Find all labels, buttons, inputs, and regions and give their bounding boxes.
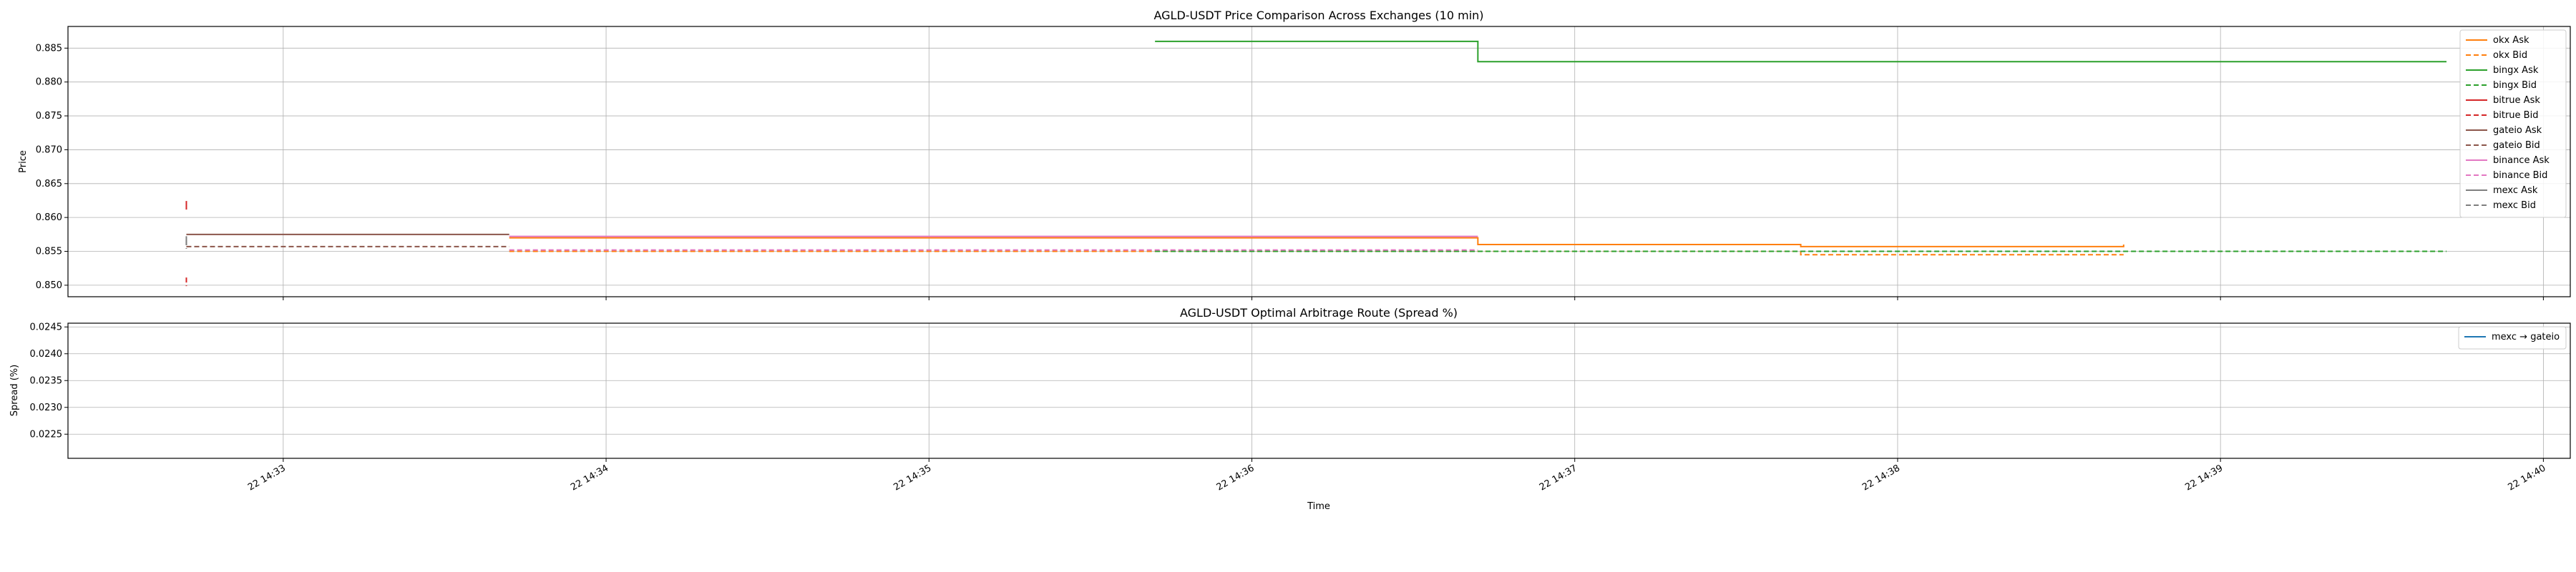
x-tick-label: 22 14:34 [569,463,610,493]
spread-chart-title: AGLD-USDT Optimal Arbitrage Route (Sprea… [1180,306,1458,320]
legend-entry: okx Bid [2493,50,2527,61]
price-chart-title: AGLD-USDT Price Comparison Across Exchan… [1153,9,1483,22]
legend-entry: okx Ask [2493,35,2529,46]
legend-entry: bingx Ask [2493,65,2539,76]
legend-entry: bitrue Ask [2493,95,2540,106]
x-tick-label: 22 14:39 [2183,463,2225,493]
spread-legend: mexc → gateio [2458,326,2567,350]
x-tick-label: 22 14:40 [2507,463,2548,493]
spread-y-ticks: 0.0225 0.0230 0.0235 0.0240 0.0245 [30,322,68,440]
y-tick-label: 0.875 [36,111,62,122]
y-tick-label: 0.0245 [30,322,63,332]
x-tick-label: 22 14:38 [1860,463,1902,493]
price-series [185,40,2447,287]
price-legend: okx Ask okx Bid bingx Ask bingx Bid bitrue A… [2459,29,2567,218]
legend-entry: mexc Bid [2493,200,2536,211]
x-tick-label: 22 14:33 [246,463,288,493]
y-tick-label: 0.865 [36,179,62,189]
price-plot-frame [67,26,2571,297]
price-panel: AGLD-USDT Price Comparison Across Exchan… [18,9,2571,300]
y-tick-label: 0.855 [36,247,62,257]
legend-entry: binance Ask [2493,155,2550,166]
legend-entry: bingx Bid [2493,80,2537,91]
price-grid [68,26,2570,297]
spread-grid [68,323,2570,458]
y-tick-label: 0.0240 [30,349,63,360]
legend-entry: gateio Ask [2493,125,2542,136]
legend-entry: binance Bid [2493,170,2547,181]
legend-entry: mexc Ask [2493,185,2538,196]
y-tick-label: 0.0225 [30,429,63,440]
legend-box [2459,29,2567,218]
price-y-ticks: 0.850 0.855 0.860 0.865 0.870 0.875 0.880 0.885 [36,43,68,291]
time-x-axis-label: Time [1307,501,1330,512]
y-tick-label: 0.0235 [30,375,63,386]
x-tick-label: 22 14:35 [892,463,933,493]
y-tick-label: 0.880 [36,77,62,88]
spread-plot-frame [67,322,2571,459]
spread-y-axis-label: Spread (%) [9,365,20,416]
price-x-ticks [283,297,2544,300]
y-tick-label: 0.885 [36,43,62,54]
y-tick-label: 0.870 [36,144,62,155]
x-tick-label: 22 14:36 [1215,463,1257,493]
x-tick-label: 22 14:37 [1538,463,1579,493]
series-line [509,237,2124,247]
series-line [1155,40,2447,63]
legend-entry: mexc → gateio [2492,332,2560,342]
y-tick-label: 0.860 [36,212,62,223]
y-tick-label: 0.0230 [30,403,63,413]
legend-entry: gateio Bid [2493,140,2540,151]
y-tick-label: 0.850 [36,280,62,291]
legend-entry: bitrue Bid [2493,110,2538,121]
spread-panel: AGLD-USDT Optimal Arbitrage Route (Sprea… [9,306,2571,512]
price-y-axis-label: Price [18,150,29,173]
legend-box [2458,326,2567,350]
spread-x-ticks: 22 14:33 22 14:34 22 14:35 22 14:36 22 14:37… [246,458,2547,493]
